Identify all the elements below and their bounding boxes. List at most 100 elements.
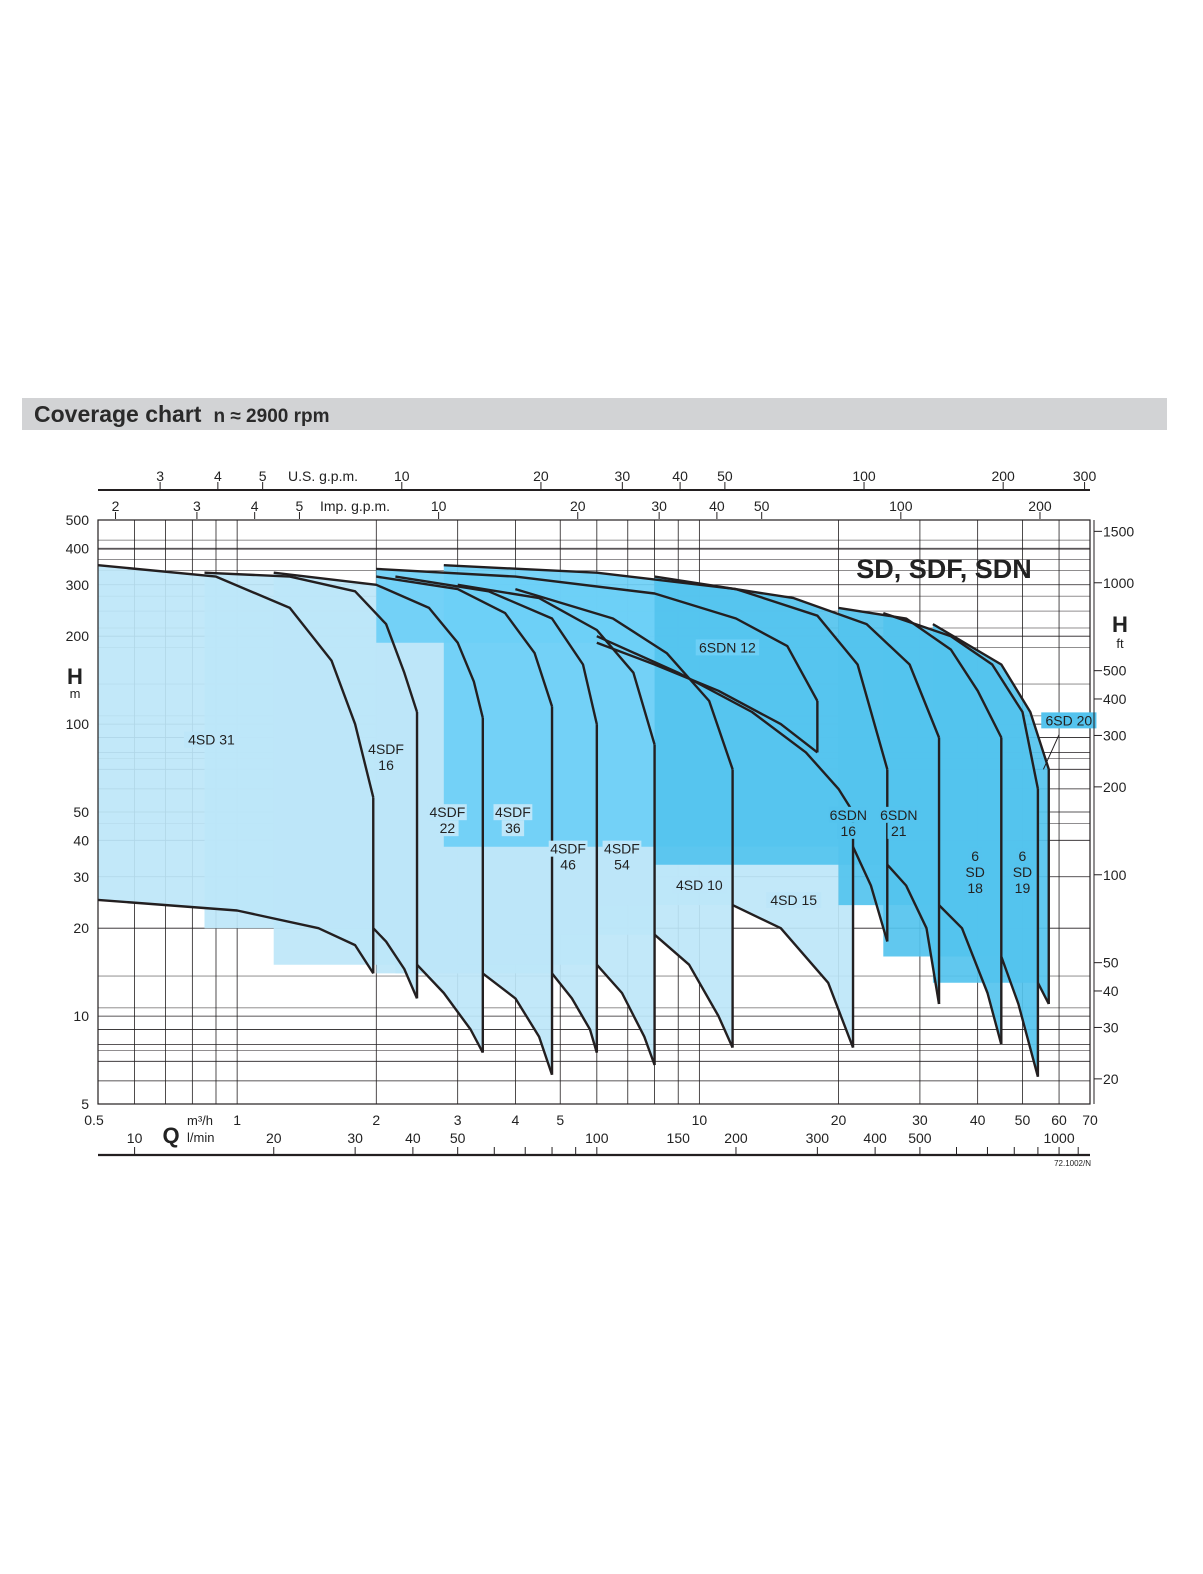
series-label-bg [427, 804, 467, 821]
y-tick-label-ft: 50 [1103, 955, 1119, 971]
series-label-bg [1011, 863, 1034, 880]
x-tick-label-impgpm: 20 [570, 498, 586, 514]
curve-min-4sdf-54 [595, 963, 656, 1066]
y-tick-label-m: 400 [66, 540, 90, 556]
x-tick-label-lmin: 500 [908, 1130, 932, 1146]
series-label-bg [366, 740, 406, 757]
series-label-line: 4SDF [604, 841, 640, 857]
curve-max-6sdn-12 [376, 567, 819, 702]
x-tick-label-impgpm: 4 [251, 498, 259, 514]
x-tick-label-m3h: 70 [1082, 1112, 1098, 1128]
x-tick-label-usgpm: 4 [214, 468, 222, 484]
header-band: Coverage chart n ≈ 2900 rpm [22, 398, 1167, 430]
series-label-line: 46 [560, 857, 576, 873]
x-tick-label-m3h: 50 [1015, 1112, 1031, 1128]
x-tick-label-usgpm: 300 [1073, 468, 1097, 484]
series-label-line: 22 [440, 820, 456, 836]
x-tick-label-lmin: 100 [585, 1130, 609, 1146]
series-label-line: 21 [891, 823, 907, 839]
series-label-4sd-31: 4SD 31 [183, 731, 240, 748]
y-axis-unit-right: ft [1116, 636, 1124, 651]
x-tick-label-impgpm: 2 [112, 498, 120, 514]
curve-max-6-sd-19 [882, 611, 1040, 790]
x-tick-label-lmin: 1000 [1043, 1130, 1074, 1146]
y-tick-label-ft: 30 [1103, 1019, 1119, 1035]
series-label-bg [436, 820, 459, 837]
x-tick-label-usgpm: 5 [259, 468, 267, 484]
x-tick-label-lmin: 30 [347, 1130, 363, 1146]
curve-min-4sdf-46 [551, 972, 598, 1053]
series-label-line: 4SD 31 [188, 732, 235, 748]
y-tick-label-m: 300 [66, 577, 90, 593]
y-tick-label-m: 500 [66, 512, 90, 528]
curve-min-6-sd-18 [938, 904, 1003, 1045]
x-tick-label-usgpm: 100 [852, 468, 876, 484]
y-tick-label-ft: 40 [1103, 983, 1119, 999]
x-tick-label-m3h: 5 [556, 1112, 564, 1128]
series-label-bg [837, 822, 860, 839]
series-label-bg [879, 806, 919, 823]
x-tick-label-lmin: 150 [667, 1130, 691, 1146]
y-tick-label-m: 30 [73, 869, 89, 885]
y-tick-label-m: 20 [73, 920, 89, 936]
series-label-line: 54 [614, 857, 630, 873]
curve-min-6sd-20 [1036, 982, 1050, 1005]
series-label-line: 4SDF [368, 741, 404, 757]
x-tick-label-impgpm: 30 [651, 498, 667, 514]
y-axis-symbol-right: H [1112, 612, 1128, 637]
y-tick-label-ft: 1000 [1103, 575, 1134, 591]
series-label-4sd-10: 4SD 10 [671, 877, 727, 894]
series-label-line: 4SDF [495, 804, 531, 820]
pump-curves [97, 564, 1050, 1078]
curve-min-6sdn-16 [851, 846, 889, 942]
curve-min-4sd-15 [732, 904, 855, 1049]
series-label-line: 6SDN [830, 807, 867, 823]
series-label-bg [1015, 847, 1030, 864]
series-label-line: 4SDF [550, 841, 586, 857]
series-label-line: 16 [841, 823, 857, 839]
y-tick-label-m: 5 [81, 1096, 89, 1112]
x-tick-label-lmin: 300 [806, 1130, 830, 1146]
series-label-line: 4SDF [429, 804, 465, 820]
x-axis-unit-primary: m³/h [187, 1113, 213, 1128]
series-label-bg [1041, 712, 1097, 729]
x-tick-label-lmin: 20 [266, 1130, 282, 1146]
curve-max-6-sd-18 [838, 606, 1003, 739]
series-label-line: 6SD 20 [1045, 712, 1092, 728]
x-tick-label-m3h: 60 [1051, 1112, 1067, 1128]
curve-max-4sdf-22 [273, 571, 484, 719]
y-tick-label-ft: 20 [1103, 1071, 1119, 1087]
x-tick-label-lmin: 40 [405, 1130, 421, 1146]
series-label-line: 4SD 15 [770, 892, 817, 908]
series-label-bg [963, 879, 987, 896]
plot-border [97, 519, 1091, 1105]
curve-max-6sd-20 [932, 623, 1050, 770]
series-label-bg [963, 863, 987, 880]
series-label-line: SD [1013, 864, 1032, 880]
coverage-area-6sd-20 [932, 624, 1049, 1004]
curve-min-4sdf-22 [416, 963, 484, 1054]
series-label-6sdn-12: 6SDN 12 [695, 639, 760, 656]
x-tick-label-impgpm: 5 [296, 498, 304, 514]
y-tick-label-ft: 300 [1103, 727, 1127, 743]
curve-min-4sd-10 [653, 933, 734, 1049]
y-tick-label-m: 10 [73, 1008, 89, 1024]
y-tick-label-m: 50 [73, 804, 89, 820]
y-tick-label-ft: 100 [1103, 867, 1127, 883]
series-label-4sd-15: 4SD 15 [766, 892, 822, 909]
page-title: Coverage chart n ≈ 2900 rpm [34, 401, 330, 428]
x-tick-label-m3h: 20 [831, 1112, 847, 1128]
series-label-line: SD [965, 864, 984, 880]
series-label-line: 6 [971, 848, 979, 864]
series-label-line: 18 [967, 880, 983, 896]
curve-min-4sdf-16 [372, 927, 419, 999]
y-tick-label-m: 200 [66, 628, 90, 644]
curve-max-4sdf-54 [457, 583, 656, 746]
series-label-line: 6SDN 12 [699, 639, 756, 655]
